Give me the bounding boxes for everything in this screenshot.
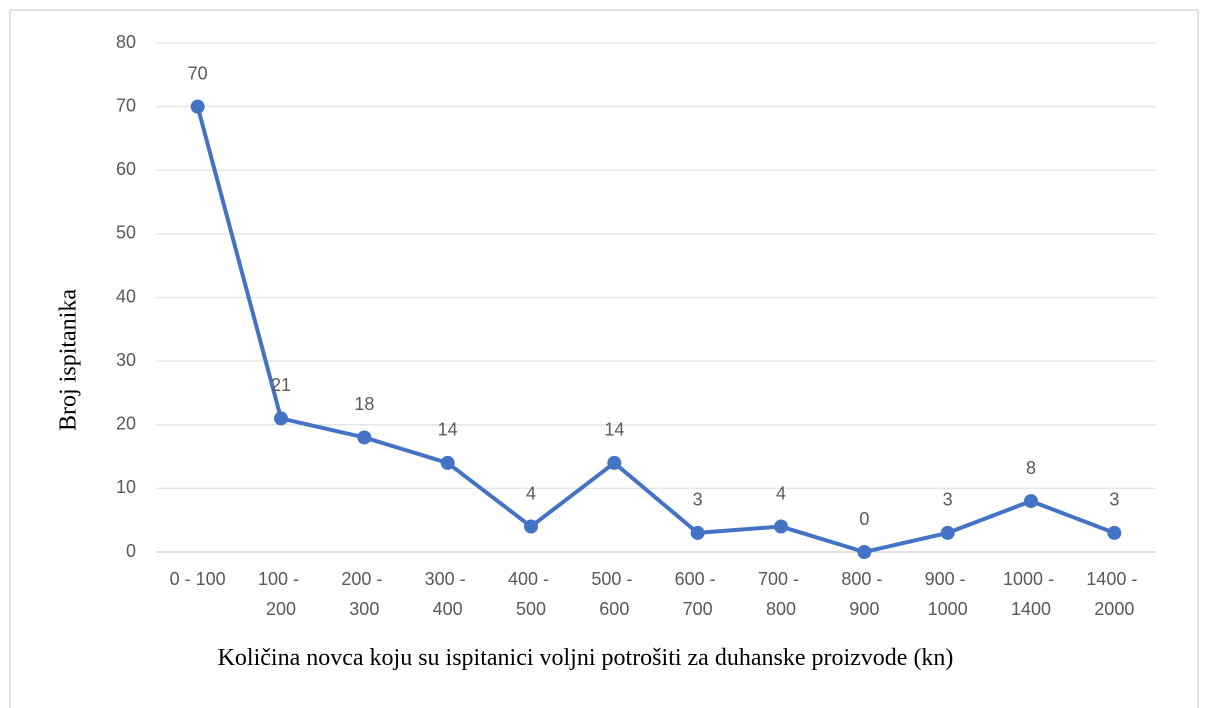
y-tick-label: 10 xyxy=(116,477,136,497)
y-tick-label: 70 xyxy=(116,95,136,115)
data-label: 70 xyxy=(188,63,208,83)
data-label: 4 xyxy=(776,483,786,503)
marker xyxy=(1024,494,1038,509)
marker xyxy=(1107,525,1122,540)
data-label: 3 xyxy=(943,490,953,510)
x-tick-label: 700 - 800 xyxy=(758,569,804,619)
marker xyxy=(607,455,622,470)
x-tick-label: 800 - 900 xyxy=(841,569,887,619)
x-tick-label: 300 - 400 xyxy=(425,569,471,619)
y-tick-label: 60 xyxy=(116,159,136,179)
y-tick-label: 80 xyxy=(116,32,136,52)
marker xyxy=(774,519,788,534)
data-label: 3 xyxy=(693,490,703,510)
data-label: 0 xyxy=(859,509,869,529)
line xyxy=(195,106,1116,554)
x-tick-label: 100 - 200 xyxy=(258,569,304,619)
y-tick-label: 20 xyxy=(116,414,136,434)
x-tick-label: 200 - 300 xyxy=(341,569,387,619)
marker xyxy=(357,430,372,445)
y-tick-label: 0 xyxy=(126,541,136,561)
y-tick-label: 40 xyxy=(116,286,136,306)
marker xyxy=(857,545,872,559)
y-axis-title: Broj ispitanika xyxy=(56,289,82,431)
marker xyxy=(440,455,455,470)
x-tick-label: 900 - 1000 xyxy=(925,569,971,619)
data-label: 3 xyxy=(1109,490,1119,510)
x-tick-label: 500 - 600 xyxy=(591,569,637,619)
data-label: 21 xyxy=(271,375,291,395)
marker xyxy=(524,519,538,534)
data-label: 8 xyxy=(1026,458,1036,478)
marker xyxy=(940,525,955,540)
y-tick-label: 50 xyxy=(116,223,136,243)
y-tick-label: 30 xyxy=(116,350,136,370)
chart-border xyxy=(9,9,1199,708)
data-label: 4 xyxy=(526,483,536,503)
x-tick-label: 1000 - 1400 xyxy=(1003,569,1059,619)
x-tick-label: 0 - 100 xyxy=(170,569,226,589)
marker xyxy=(274,411,288,426)
data-label: 14 xyxy=(604,420,624,440)
x-tick-label: 400 - 500 xyxy=(508,569,554,619)
data-label: 14 xyxy=(438,420,458,440)
x-tick-label: 600 - 700 xyxy=(675,569,721,619)
x-axis-title: Količina novca koju su ispitanici voljni… xyxy=(217,645,954,671)
x-tick-label: 1400 - 2000 xyxy=(1086,569,1142,619)
data-label: 18 xyxy=(354,394,374,414)
marker xyxy=(690,525,705,540)
marker xyxy=(190,99,205,114)
